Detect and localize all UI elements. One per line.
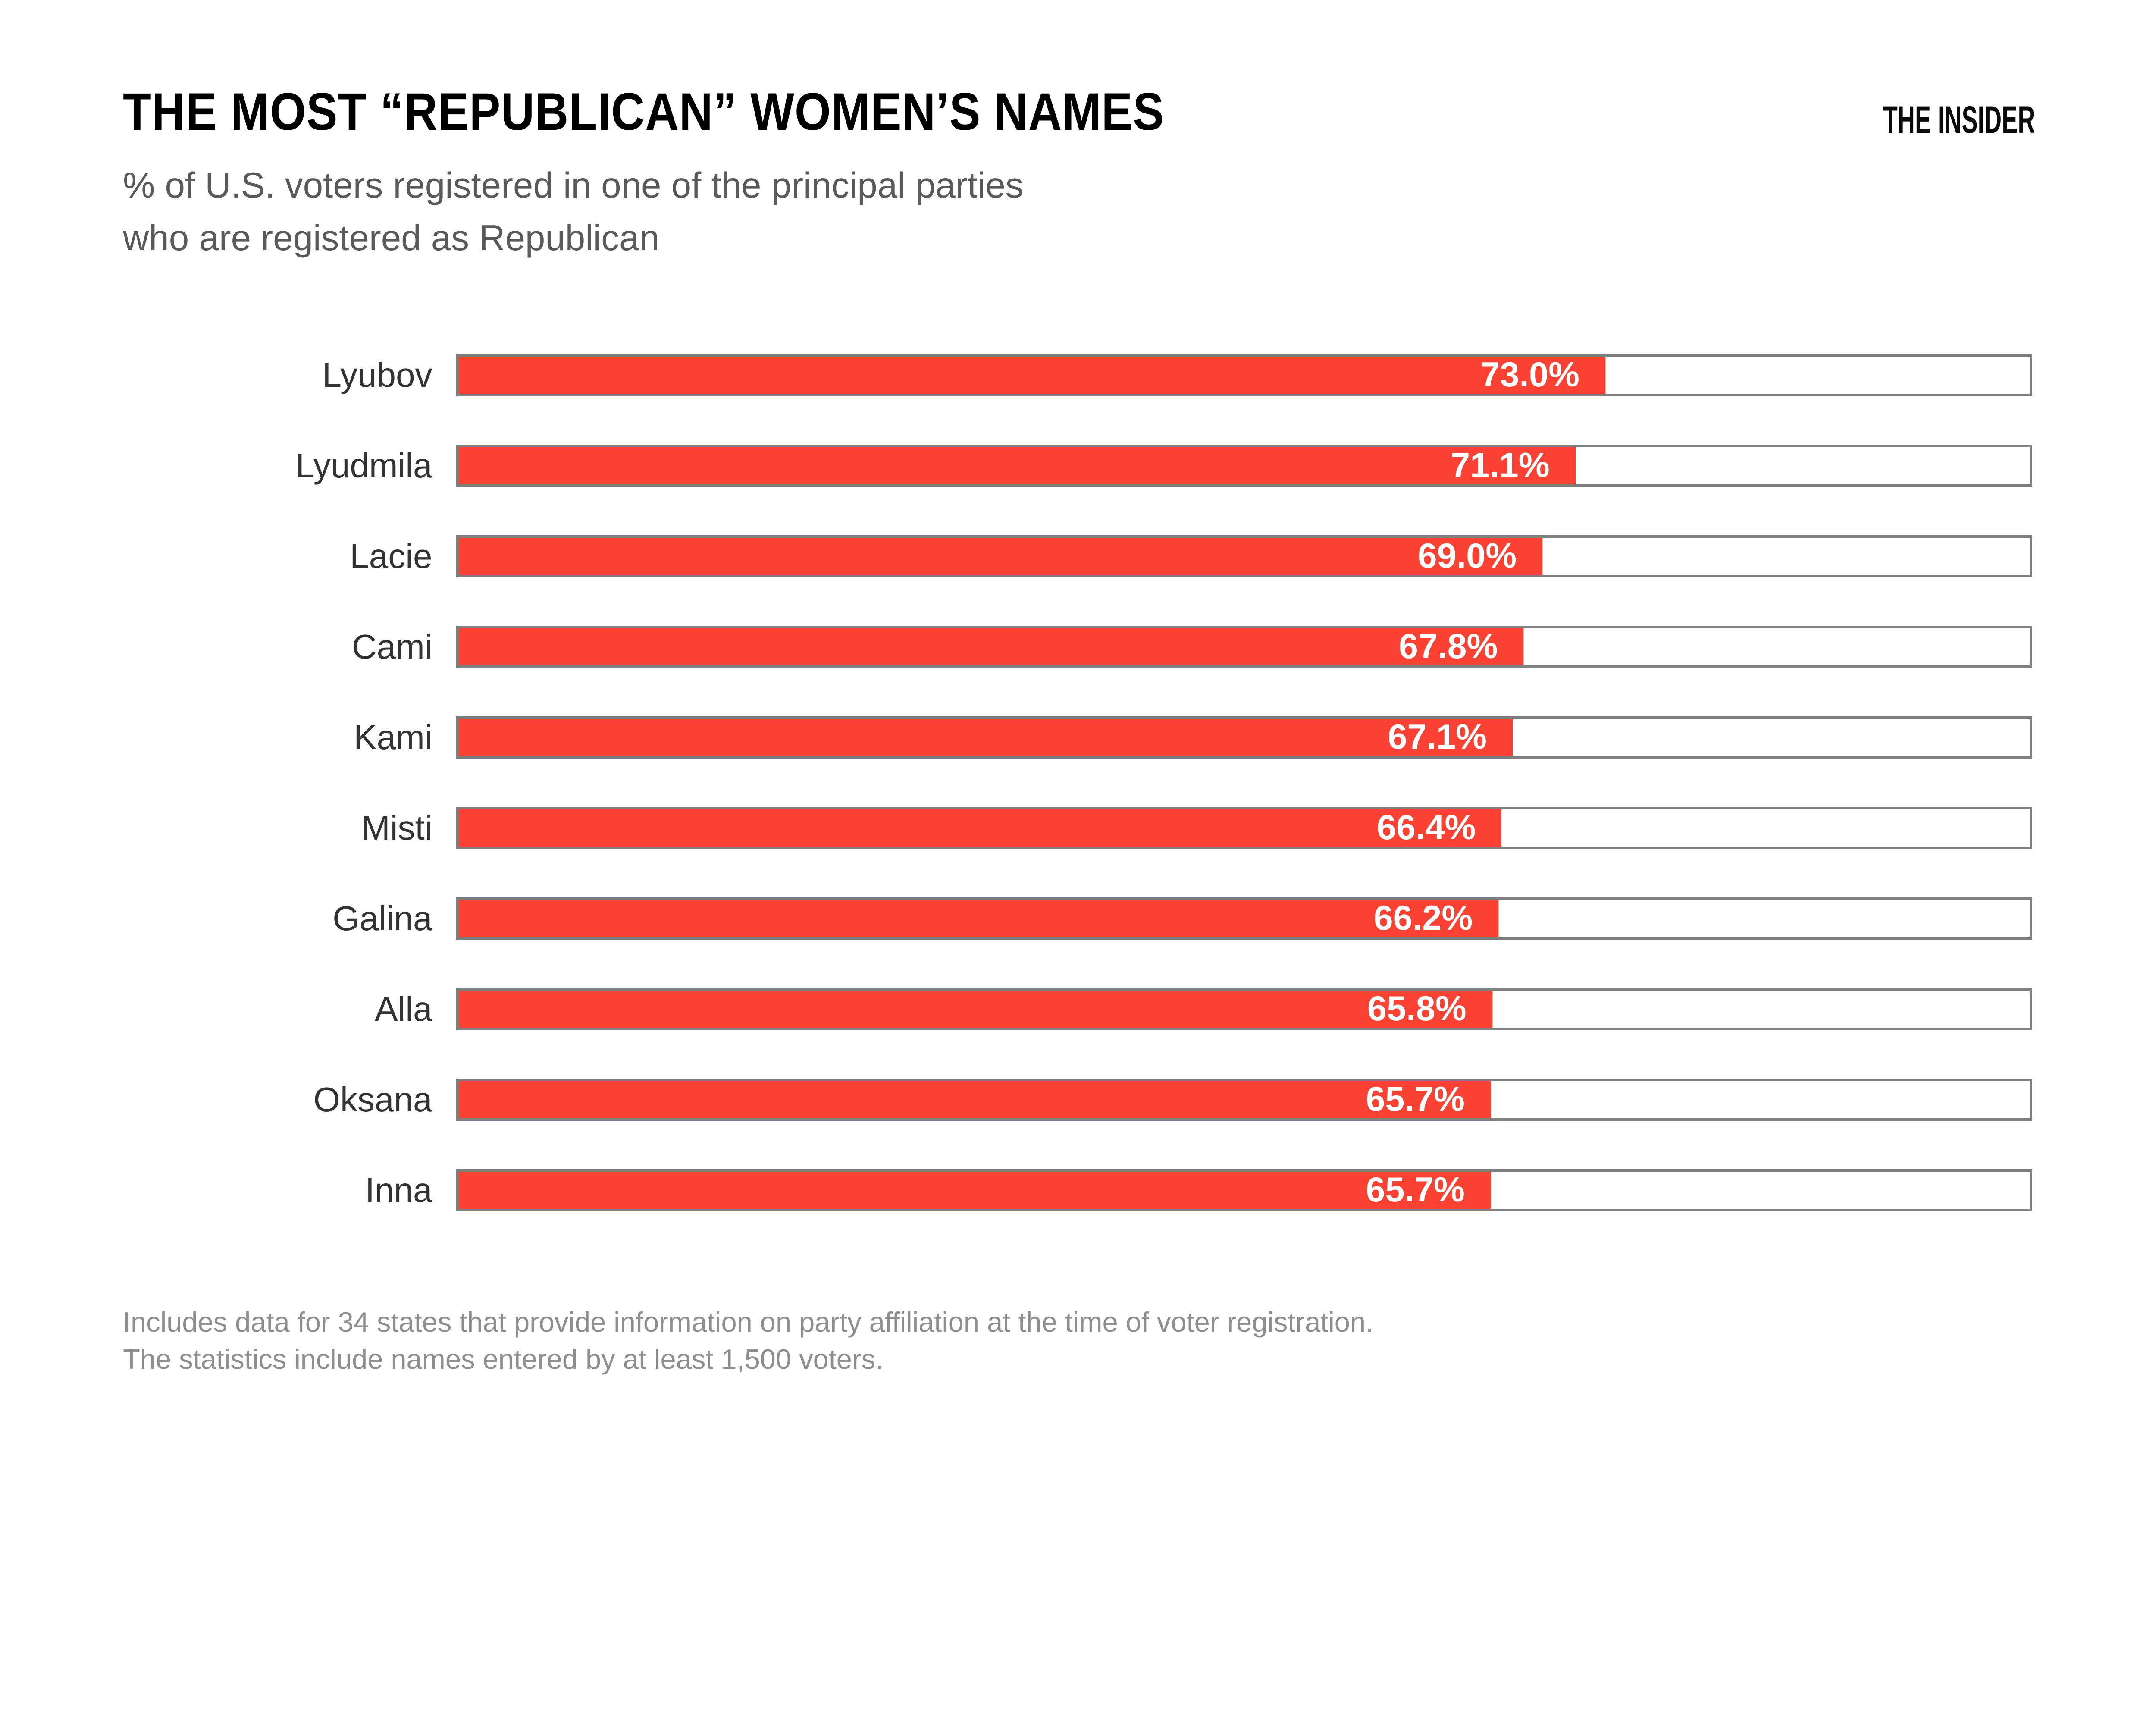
bar-track: 67.1% bbox=[456, 716, 2032, 759]
footnote-line-2: The statistics include names entered by … bbox=[123, 1343, 884, 1375]
bar-value-label: 67.1% bbox=[1388, 718, 1487, 757]
chart-footnote: Includes data for 34 states that provide… bbox=[123, 1304, 1373, 1378]
chart-title: THE MOST “REPUBLICAN” WOMEN’S NAMES bbox=[123, 82, 1165, 141]
brand-logo: THE INSIDER bbox=[1883, 97, 2035, 141]
bar-track: 71.1% bbox=[456, 445, 2032, 487]
bar-category-label: Cami bbox=[351, 627, 432, 666]
bar-category-label: Lyudmila bbox=[295, 446, 432, 485]
bar-fill: 65.8% bbox=[458, 989, 1492, 1029]
bar-track: 69.0% bbox=[456, 535, 2032, 577]
bar-fill: 67.8% bbox=[458, 627, 1524, 666]
bar-value-label: 66.4% bbox=[1376, 808, 1476, 847]
bar-category-label: Alla bbox=[375, 990, 432, 1028]
bar-fill: 65.7% bbox=[458, 1080, 1491, 1119]
bar-category-label: Misti bbox=[361, 809, 432, 847]
footnote-line-1: Includes data for 34 states that provide… bbox=[123, 1306, 1374, 1338]
bar-track: 67.8% bbox=[456, 626, 2032, 668]
bar-value-label: 66.2% bbox=[1373, 899, 1473, 938]
bar-fill: 69.0% bbox=[458, 536, 1543, 576]
bar-row: Cami 67.8% bbox=[0, 626, 2156, 668]
bar-row: Oksana 65.7% bbox=[0, 1079, 2156, 1121]
chart-subtitle: % of U.S. voters registered in one of th… bbox=[123, 159, 1024, 264]
bar-fill: 73.0% bbox=[458, 355, 1605, 395]
bar-fill: 66.4% bbox=[458, 808, 1502, 847]
bar-row: Lacie 69.0% bbox=[0, 535, 2156, 577]
bar-row: Alla 65.8% bbox=[0, 988, 2156, 1030]
bar-value-label: 71.1% bbox=[1451, 446, 1550, 485]
bar-category-label: Galina bbox=[332, 899, 432, 938]
bar-fill: 65.7% bbox=[458, 1170, 1491, 1210]
bar-category-label: Inna bbox=[365, 1171, 432, 1209]
bar-value-label: 65.7% bbox=[1366, 1170, 1465, 1210]
bar-category-label: Lacie bbox=[350, 537, 432, 575]
bar-value-label: 73.0% bbox=[1480, 355, 1579, 395]
bar-row: Galina 66.2% bbox=[0, 897, 2156, 940]
chart-rows: Lyubov 73.0% Lyudmila 71.1% Lacie 69.0% Cami 67… bbox=[0, 354, 2156, 1260]
bar-track: 65.7% bbox=[456, 1169, 2032, 1211]
bar-row: Kami 67.1% bbox=[0, 716, 2156, 759]
chart-subtitle-line-1: % of U.S. voters registered in one of th… bbox=[123, 164, 1024, 205]
bar-track: 66.4% bbox=[456, 807, 2032, 849]
chart-canvas: THE MOST “REPUBLICAN” WOMEN’S NAMES THE … bbox=[0, 82, 2156, 1378]
bar-value-label: 65.8% bbox=[1367, 989, 1467, 1029]
bar-value-label: 65.7% bbox=[1366, 1080, 1465, 1119]
bar-value-label: 69.0% bbox=[1417, 536, 1517, 576]
bar-category-label: Lyubov bbox=[322, 356, 432, 394]
bar-row: Lyubov 73.0% bbox=[0, 354, 2156, 396]
bar-value-label: 67.8% bbox=[1398, 627, 1498, 666]
bar-fill: 67.1% bbox=[458, 718, 1513, 757]
bar-category-label: Kami bbox=[354, 718, 432, 756]
bar-track: 65.7% bbox=[456, 1079, 2032, 1121]
bar-track: 66.2% bbox=[456, 897, 2032, 940]
bar-category-label: Oksana bbox=[313, 1080, 432, 1119]
bar-track: 65.8% bbox=[456, 988, 2032, 1030]
bar-row: Lyudmila 71.1% bbox=[0, 445, 2156, 487]
bar-track: 73.0% bbox=[456, 354, 2032, 396]
bar-fill: 66.2% bbox=[458, 899, 1499, 938]
bar-row: Inna 65.7% bbox=[0, 1169, 2156, 1211]
bar-row: Misti 66.4% bbox=[0, 807, 2156, 849]
bar-fill: 71.1% bbox=[458, 446, 1576, 485]
chart-subtitle-line-2: who are registered as Republican bbox=[123, 217, 659, 258]
